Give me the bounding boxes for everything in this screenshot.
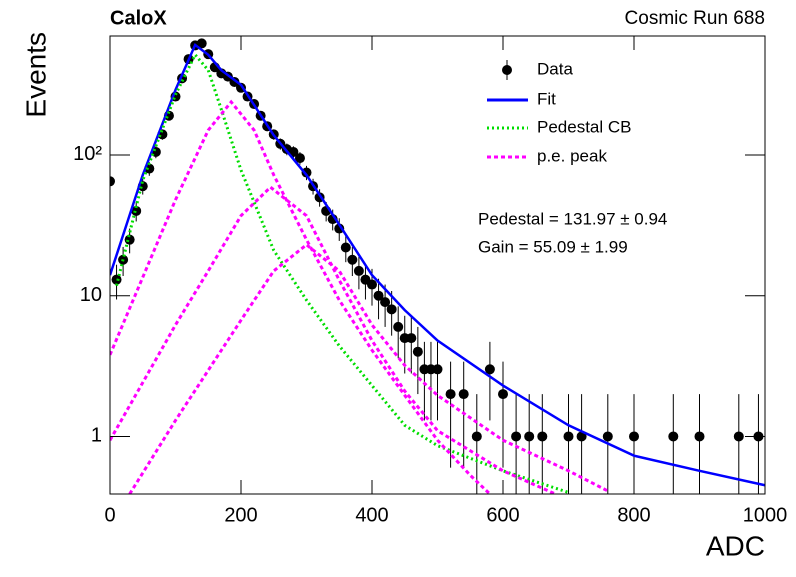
data-point — [353, 265, 364, 276]
data-point — [124, 234, 135, 245]
x-tick-label: 800 — [617, 504, 650, 526]
y-tick-label: 10² — [73, 143, 102, 165]
data-point — [484, 364, 495, 375]
data-point — [334, 223, 345, 234]
annotation: Pedestal = 131.97 ± 0.94 — [478, 209, 667, 228]
data-point — [412, 346, 423, 357]
x-tick-label: 0 — [104, 504, 115, 526]
x-tick-label: 400 — [355, 504, 388, 526]
legend-label: Data — [537, 59, 573, 78]
curve — [128, 242, 609, 494]
data-point — [367, 279, 377, 290]
legend-label: Fit — [537, 89, 556, 108]
legend-label: p.e. peak — [537, 146, 607, 165]
data-point — [694, 431, 705, 442]
curve — [110, 42, 765, 487]
y-tick-label: 10 — [80, 284, 102, 306]
x-axis-label: ADC — [706, 530, 765, 561]
data-point — [445, 389, 456, 400]
data-point — [498, 389, 508, 400]
data-point — [380, 297, 391, 308]
data-point — [537, 431, 548, 442]
data-point — [386, 304, 397, 315]
curve — [115, 52, 569, 494]
data-point — [629, 431, 639, 442]
data-point — [458, 389, 469, 400]
data-point — [668, 431, 679, 442]
x-tick-label: 1000 — [743, 504, 788, 526]
data-point — [373, 290, 384, 301]
data-point — [511, 431, 522, 442]
x-tick-label: 200 — [224, 504, 257, 526]
data-point — [294, 153, 305, 164]
frame — [109, 35, 766, 495]
data-point — [340, 242, 351, 253]
y-tick-label: 1 — [91, 425, 102, 447]
data-point — [602, 431, 613, 442]
data-point — [131, 205, 142, 216]
data-point — [347, 254, 358, 265]
annotation: Gain = 55.09 ± 1.99 — [478, 237, 628, 256]
data-point — [471, 431, 482, 442]
data-point — [110, 176, 115, 187]
data-point — [393, 321, 404, 332]
data-point — [196, 38, 207, 49]
chart-title: CaloX — [110, 7, 167, 29]
plot-area — [110, 38, 765, 494]
legend-label: Pedestal CB — [537, 117, 632, 136]
y-axis-label: Events — [20, 32, 51, 118]
data-point — [576, 431, 587, 442]
chart-subtitle: Cosmic Run 688 — [625, 8, 765, 29]
data-point — [432, 364, 443, 375]
legend-marker — [502, 65, 512, 75]
x-tick-label: 600 — [486, 504, 519, 526]
curve — [110, 185, 557, 494]
curve — [110, 99, 491, 494]
data-point — [406, 333, 417, 344]
data-point — [563, 431, 574, 442]
data-point — [733, 431, 744, 442]
data-point — [524, 431, 535, 442]
